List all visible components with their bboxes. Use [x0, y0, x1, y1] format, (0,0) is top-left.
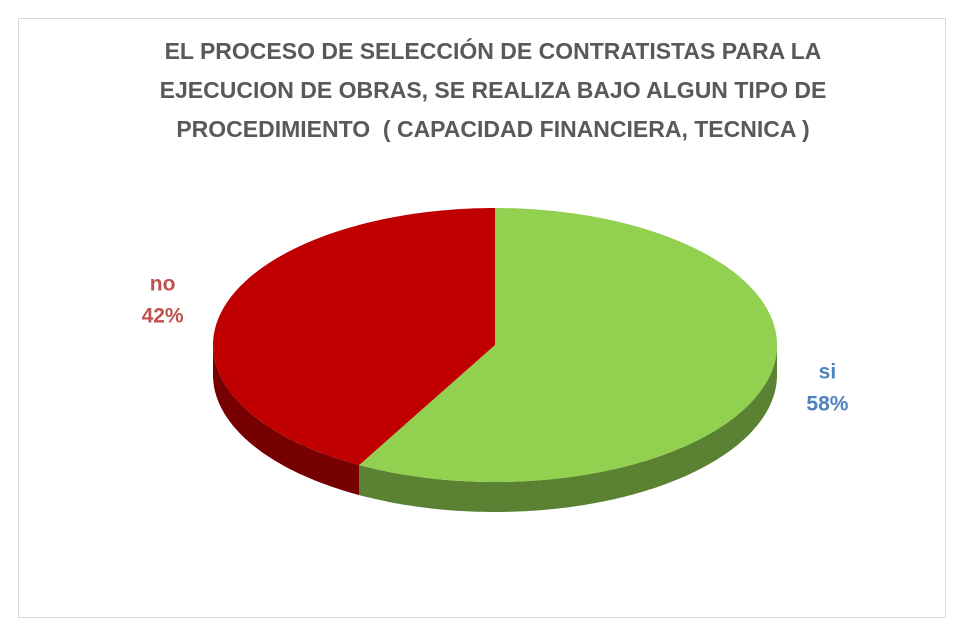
slice-side: [359, 345, 777, 512]
data-label-value: 42%: [142, 305, 184, 328]
slice: [359, 208, 777, 482]
data-label-category: no: [150, 273, 176, 296]
chart-title: EL PROCESO DE SELECCIÓN DE CONTRATISTAS …: [159, 38, 833, 142]
chart: si 58% no 42%: [142, 208, 849, 512]
data-label-value: 58%: [806, 393, 848, 416]
data-label-category: si: [819, 361, 837, 384]
page: EL PROCESO DE SELECCIÓN DE CONTRATISTAS …: [18, 18, 946, 618]
slice-side: [213, 345, 360, 496]
slice: [213, 208, 495, 466]
